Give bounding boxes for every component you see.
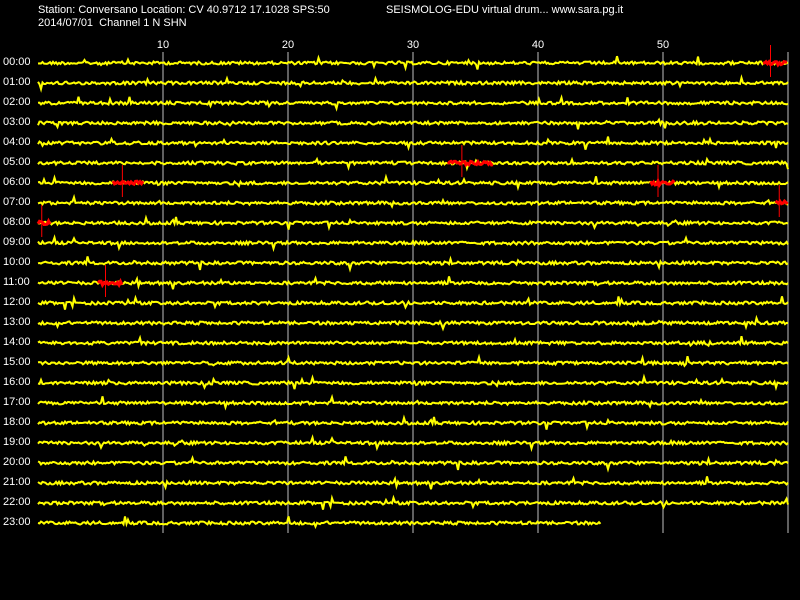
hour-label: 22:00 [3, 496, 31, 508]
hour-label: 16:00 [3, 376, 31, 388]
hour-label: 02:00 [3, 96, 31, 108]
minute-label: 40 [531, 39, 545, 51]
hour-label: 09:00 [3, 236, 31, 248]
minute-label: 30 [406, 39, 420, 51]
trace-line [37, 314, 789, 332]
trace-line [37, 275, 789, 291]
hour-label: 20:00 [3, 456, 31, 468]
trace-line [37, 414, 789, 432]
hour-label: 14:00 [3, 336, 31, 348]
event-segment [36, 217, 52, 226]
minute-label: 20 [281, 39, 295, 51]
trace-line [37, 74, 789, 93]
trace-line [37, 156, 789, 172]
event-segment [446, 158, 494, 168]
drum-title: SEISMOLOG-EDU virtual drum... www.sara.p… [386, 4, 624, 16]
trace-line [37, 434, 789, 453]
hour-label: 12:00 [3, 296, 31, 308]
event-segment [111, 179, 145, 187]
hour-label: 19:00 [3, 436, 31, 448]
trace-line [37, 353, 789, 368]
station-info: Station: Conversano Location: CV 40.9712… [38, 4, 330, 16]
hour-label: 23:00 [3, 516, 31, 528]
trace-line [37, 54, 789, 72]
trace-line [37, 334, 789, 348]
trace-line [37, 94, 789, 112]
hour-label: 04:00 [3, 136, 31, 148]
date-channel-info: 2014/07/01 Channel 1 N SHN [38, 17, 187, 29]
trace-line [37, 373, 789, 392]
event-segment [774, 198, 789, 206]
trace-line [37, 136, 789, 152]
trace-line [37, 494, 789, 511]
event-segment [762, 59, 788, 68]
trace-line [37, 516, 602, 530]
trace-line [37, 234, 789, 253]
hour-label: 15:00 [3, 356, 31, 368]
hour-label: 21:00 [3, 476, 31, 488]
trace-line [37, 193, 789, 210]
event-segment [96, 277, 124, 289]
hour-label: 17:00 [3, 396, 31, 408]
hour-label: 07:00 [3, 196, 31, 208]
trace-line [37, 393, 788, 411]
minute-label: 50 [656, 39, 670, 51]
hour-label: 18:00 [3, 416, 31, 428]
trace-line [37, 214, 789, 232]
hour-label: 05:00 [3, 156, 31, 168]
hour-label: 06:00 [3, 176, 31, 188]
hour-label: 01:00 [3, 76, 31, 88]
hour-label: 03:00 [3, 116, 31, 128]
trace-line [37, 455, 789, 473]
trace-line [37, 294, 789, 311]
minute-label: 10 [156, 39, 170, 51]
hour-label: 10:00 [3, 256, 31, 268]
hour-label: 13:00 [3, 316, 31, 328]
event-segment [649, 177, 676, 188]
trace-line [37, 117, 789, 130]
trace-line [37, 255, 789, 273]
trace-line [37, 475, 789, 491]
hour-label: 00:00 [3, 56, 31, 68]
hour-label: 08:00 [3, 216, 31, 228]
hour-label: 11:00 [3, 276, 30, 288]
